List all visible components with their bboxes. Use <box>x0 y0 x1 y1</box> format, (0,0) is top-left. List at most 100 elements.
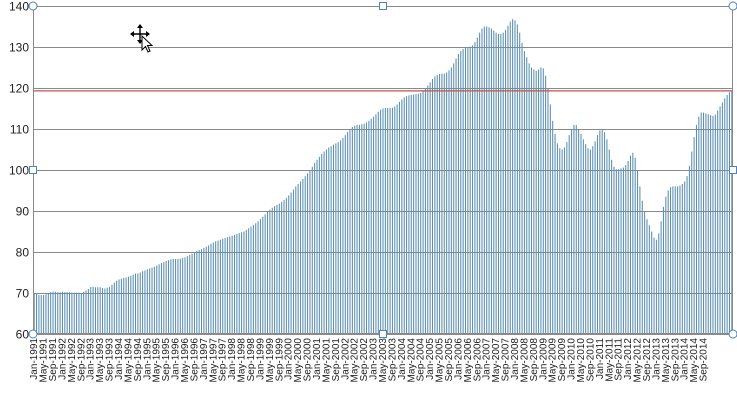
corner-resize-handle[interactable] <box>728 1 737 11</box>
bar <box>321 154 323 334</box>
bar <box>278 203 280 334</box>
bar <box>538 69 540 335</box>
bar <box>269 209 271 334</box>
bar <box>613 166 615 334</box>
bar <box>688 165 690 334</box>
bar <box>274 206 276 334</box>
corner-resize-handle[interactable] <box>28 329 38 339</box>
bar <box>549 104 551 335</box>
bar <box>622 167 624 334</box>
bar <box>406 96 408 334</box>
bar <box>314 163 316 334</box>
bar <box>328 147 330 334</box>
bar <box>208 245 210 334</box>
bar <box>151 267 153 334</box>
bar <box>292 189 294 334</box>
bar <box>693 137 695 334</box>
y-tick-label: 110 <box>10 123 29 137</box>
x-tick-label: May-2003 <box>378 338 389 383</box>
bar <box>153 266 155 334</box>
bar <box>167 260 170 334</box>
bar <box>363 123 365 334</box>
bar <box>158 264 160 334</box>
bar <box>497 33 500 334</box>
x-tick-label: Sep-1993 <box>105 338 116 382</box>
bar <box>259 219 261 334</box>
bar <box>530 67 533 334</box>
bar <box>337 142 339 334</box>
bar <box>563 147 566 334</box>
x-tick-label: Sep-2013 <box>670 338 681 382</box>
bar <box>264 214 266 334</box>
bar <box>104 288 106 334</box>
bar <box>401 99 403 334</box>
x-tick-label: May-2008 <box>519 338 530 383</box>
bar <box>36 293 38 334</box>
bar <box>516 24 518 334</box>
edge-resize-handle[interactable] <box>729 166 737 174</box>
x-tick-label: May-2010 <box>576 338 587 383</box>
bar <box>500 33 502 334</box>
bar <box>373 116 375 334</box>
bar <box>356 124 358 335</box>
bar <box>177 258 179 334</box>
bar <box>391 107 393 335</box>
bar <box>309 170 311 334</box>
bar <box>424 88 426 334</box>
x-tick-label: Jan-1994 <box>114 338 125 380</box>
bar <box>632 152 634 334</box>
bar <box>217 240 219 334</box>
bar <box>651 231 653 334</box>
x-tick-label: Sep-2002 <box>359 338 370 382</box>
bar <box>297 183 299 334</box>
x-tick-label: Sep-2000 <box>303 338 314 382</box>
bar <box>61 291 63 334</box>
corner-resize-handle[interactable] <box>28 1 38 11</box>
y-tick-label: 70 <box>16 287 30 301</box>
bar <box>288 195 290 334</box>
x-tick-label: Jan-2014 <box>680 338 691 380</box>
bar <box>318 156 320 334</box>
x-tick-label: May-1991 <box>39 338 50 383</box>
bar <box>556 143 558 334</box>
bar <box>231 235 233 334</box>
bar <box>476 37 478 334</box>
bar <box>358 124 360 335</box>
bar <box>283 199 285 334</box>
bar <box>302 179 304 334</box>
edge-resize-handle[interactable] <box>29 166 37 174</box>
bar <box>276 204 278 334</box>
bar <box>703 112 705 334</box>
bar <box>427 85 429 334</box>
bar <box>523 51 525 334</box>
bar <box>316 159 318 334</box>
bar <box>384 108 386 334</box>
bar <box>641 200 643 334</box>
bar <box>382 108 384 334</box>
bar <box>448 70 450 335</box>
x-tick-label: Jan-2003 <box>369 338 380 380</box>
bar <box>528 63 530 335</box>
bar <box>139 272 141 334</box>
bar <box>325 149 327 334</box>
bar <box>332 144 335 334</box>
bar <box>83 291 85 334</box>
bar <box>554 133 556 334</box>
bar <box>594 141 596 334</box>
bar <box>342 138 344 334</box>
bar <box>295 186 297 334</box>
edge-resize-handle[interactable] <box>379 2 387 10</box>
x-tick-label: May-2001 <box>321 338 332 383</box>
x-tick-label: Jan-2012 <box>623 338 634 380</box>
bar <box>519 32 521 335</box>
bar <box>662 206 664 334</box>
bar <box>580 133 582 334</box>
x-tick-label: Sep-1997 <box>218 338 229 382</box>
bar <box>311 166 313 334</box>
corner-resize-handle[interactable] <box>728 329 737 339</box>
bar <box>196 250 198 334</box>
edge-resize-handle[interactable] <box>379 330 387 338</box>
bar <box>512 19 514 335</box>
x-tick-label: May-2013 <box>661 338 672 383</box>
